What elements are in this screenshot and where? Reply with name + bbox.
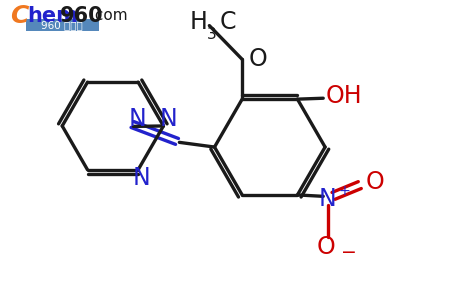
Text: .com: .com (91, 8, 128, 23)
Text: O: O (365, 170, 384, 194)
Text: +: + (338, 184, 350, 198)
Text: 960: 960 (60, 6, 104, 26)
Text: N: N (159, 107, 177, 131)
Text: OH: OH (326, 84, 362, 108)
Text: N: N (319, 187, 337, 211)
Text: N: N (128, 108, 146, 131)
Text: C: C (219, 10, 236, 34)
Text: H: H (189, 10, 207, 34)
Text: O: O (248, 47, 267, 71)
Text: N: N (133, 166, 151, 190)
Text: O: O (316, 235, 335, 259)
Text: C: C (10, 4, 28, 28)
Text: 960 化工网: 960 化工网 (41, 20, 83, 30)
Bar (26, 19, 99, 31)
Text: 3: 3 (207, 28, 217, 42)
Text: −: − (341, 243, 357, 262)
Text: hem: hem (27, 6, 78, 26)
